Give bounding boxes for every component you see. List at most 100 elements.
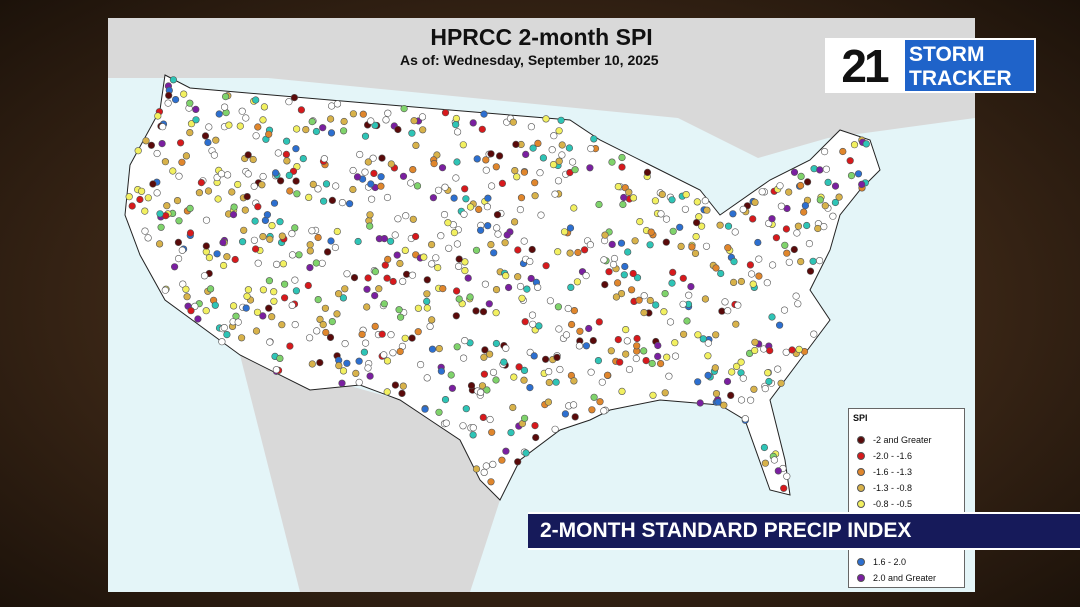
station-dot (154, 112, 162, 120)
station-dot (717, 269, 725, 278)
station-dot (455, 255, 463, 263)
station-dot (201, 132, 210, 140)
station-dot (141, 207, 149, 215)
station-dot (747, 270, 756, 278)
legend-label: -2.0 - -1.6 (873, 451, 913, 461)
station-dot (685, 291, 693, 299)
station-dot (522, 449, 530, 457)
station-dot (600, 407, 608, 415)
station-dot (660, 308, 668, 316)
station-dot (608, 240, 616, 248)
station-dot (186, 128, 194, 137)
station-dot (594, 357, 603, 365)
station-dot (493, 224, 501, 232)
station-dot (175, 172, 183, 180)
station-dot (727, 391, 735, 400)
station-dot (614, 183, 622, 191)
legend-swatch (857, 574, 865, 582)
station-dot (617, 290, 626, 298)
station-dot (737, 358, 745, 366)
station-dot (764, 369, 772, 377)
station-dot (581, 246, 589, 254)
station-dot (590, 135, 598, 143)
logo-line: TRACKER (909, 67, 1012, 90)
station-dot (720, 401, 728, 409)
station-dot (545, 368, 553, 376)
station-dot (423, 276, 431, 284)
station-dot (260, 103, 268, 111)
station-dot (692, 233, 700, 241)
station-dot (423, 304, 431, 312)
station-dot (512, 140, 520, 148)
station-dot (509, 118, 517, 126)
station-dot (561, 410, 570, 418)
station-dot (809, 257, 817, 265)
legend-swatch (857, 436, 865, 444)
station-dot (297, 106, 305, 114)
station-dot (831, 182, 840, 190)
station-dot (242, 114, 250, 122)
station-dot (775, 321, 784, 329)
station-dot (530, 352, 538, 360)
station-dot (367, 180, 375, 188)
station-dot (816, 166, 824, 174)
station-dot (460, 354, 468, 362)
station-dot (694, 331, 702, 339)
station-dot (304, 281, 312, 290)
station-dot (649, 391, 657, 399)
station-dot (503, 231, 511, 239)
station-dot (381, 261, 389, 269)
station-dot (510, 373, 518, 381)
station-dot (554, 248, 562, 256)
station-dot (210, 151, 218, 159)
station-dot (206, 285, 215, 293)
station-dot (754, 238, 762, 247)
station-dot (282, 150, 290, 158)
station-dot (442, 419, 450, 427)
station-dot (688, 243, 696, 251)
station-dot (487, 478, 495, 486)
station-dot (549, 161, 558, 169)
station-dot (679, 274, 687, 282)
station-dot (230, 203, 238, 211)
station-dot (358, 330, 366, 339)
station-dot (316, 315, 324, 324)
station-dot (466, 293, 474, 301)
station-dot (389, 349, 397, 357)
station-dot (212, 136, 220, 144)
station-dot (761, 459, 770, 467)
station-dot (423, 297, 431, 306)
station-dot (529, 144, 537, 152)
station-dot (493, 211, 502, 219)
station-dot (587, 368, 595, 376)
station-dot (555, 325, 563, 333)
station-dot (724, 307, 732, 315)
station-dot (435, 408, 443, 416)
station-dot (469, 431, 477, 439)
station-dot (217, 170, 226, 178)
station-dot (498, 456, 506, 464)
station-dot (243, 292, 251, 300)
station-dot (180, 90, 188, 98)
station-dot (306, 264, 314, 272)
station-dot (362, 339, 370, 347)
station-dot (331, 243, 339, 252)
station-dot (144, 234, 152, 242)
station-dot (766, 347, 774, 355)
station-dot (478, 125, 486, 133)
station-dot (640, 309, 648, 317)
station-dot (624, 248, 632, 256)
station-dot (479, 413, 487, 422)
station-dot (453, 158, 461, 166)
station-dot (174, 238, 182, 246)
station-dot (319, 321, 327, 329)
station-dot (502, 344, 510, 352)
station-dot (383, 388, 391, 396)
station-dot (305, 193, 313, 201)
legend-item: -1.3 - -0.8 (857, 483, 912, 493)
station-dot (550, 132, 558, 140)
station-dot (668, 196, 676, 204)
station-dot (292, 145, 300, 153)
station-dot (278, 321, 286, 329)
station-dot (278, 232, 286, 240)
